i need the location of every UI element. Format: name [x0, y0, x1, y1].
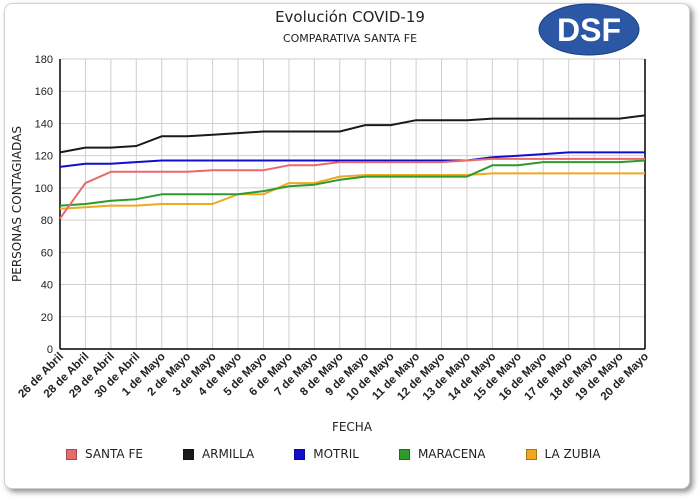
- legend-swatch: [182, 448, 194, 460]
- dsf-logo: DSF: [538, 3, 640, 56]
- legend-item[interactable]: LA ZUBIA: [525, 447, 601, 461]
- legend-item[interactable]: MOTRIL: [294, 447, 359, 461]
- legend-swatch: [398, 448, 410, 460]
- y-tick-label: 120: [35, 151, 53, 163]
- series-line-la-zubia: [59, 172, 645, 210]
- y-tick-label: 0: [47, 344, 53, 356]
- legend-swatch: [294, 448, 306, 460]
- series-line-motril: [59, 151, 645, 168]
- legend-label: LA ZUBIA: [544, 447, 601, 461]
- legend-label: MOTRIL: [313, 447, 359, 461]
- legend-label: MARACENA: [417, 447, 486, 461]
- y-tick-label: 40: [41, 280, 53, 292]
- y-tick-label: 20: [41, 312, 53, 324]
- y-tick-label: 100: [35, 183, 53, 195]
- legend-label: ARMILLA: [201, 447, 255, 461]
- series-line-maracena: [59, 159, 646, 207]
- chart-title: Evolución COVID-19: [275, 8, 425, 26]
- legend-swatch: [66, 448, 77, 460]
- series-line-armilla: [59, 114, 646, 154]
- legend-swatch: [525, 448, 537, 460]
- y-tick-label: 160: [35, 86, 53, 98]
- chart-frame: [4, 3, 690, 489]
- legend-label: SANTA FE: [85, 447, 143, 461]
- y-tick-label: 60: [41, 247, 53, 259]
- svg-text:DSF: DSF: [557, 12, 621, 48]
- chart-subtitle: COMPARATIVA SANTA FE: [282, 32, 418, 45]
- legend-item[interactable]: ARMILLA: [182, 447, 255, 461]
- x-axis-label: FECHA: [332, 420, 373, 434]
- y-tick-label: 80: [41, 215, 53, 227]
- legend: SANTA FE ARMILLA MOTRIL MARACENA LA ZUBIA: [66, 447, 640, 461]
- y-axis-label: PERSONAS CONTAGIADAS: [10, 126, 24, 282]
- y-tick-label: 180: [35, 54, 53, 66]
- legend-item[interactable]: SANTA FE: [66, 447, 143, 461]
- y-tick-label: 140: [35, 118, 53, 130]
- series-line-santa-fe: [59, 157, 645, 220]
- legend-item[interactable]: MARACENA: [398, 447, 486, 461]
